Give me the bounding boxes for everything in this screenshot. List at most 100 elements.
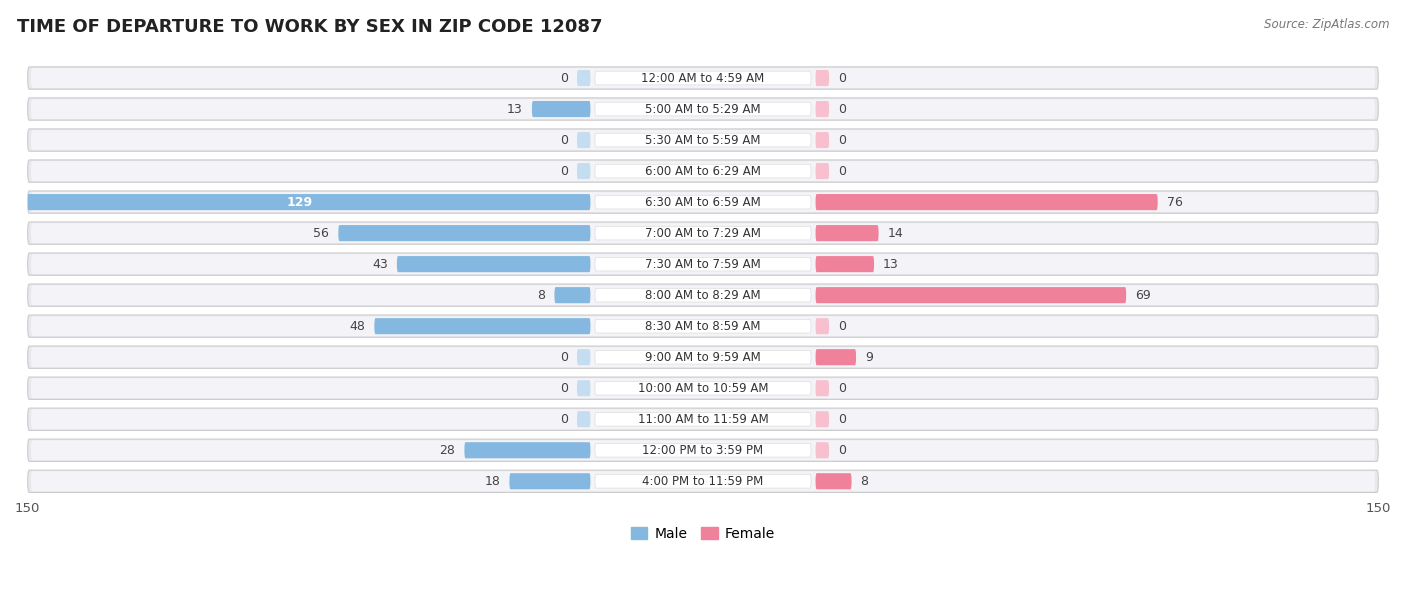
FancyBboxPatch shape xyxy=(815,318,830,334)
FancyBboxPatch shape xyxy=(595,165,811,178)
Text: 8: 8 xyxy=(860,475,869,488)
FancyBboxPatch shape xyxy=(31,316,1375,336)
FancyBboxPatch shape xyxy=(28,67,1378,89)
FancyBboxPatch shape xyxy=(28,160,1378,182)
Text: 8:30 AM to 8:59 AM: 8:30 AM to 8:59 AM xyxy=(645,320,761,333)
Text: 43: 43 xyxy=(373,258,388,271)
Text: 48: 48 xyxy=(350,320,366,333)
FancyBboxPatch shape xyxy=(28,470,1378,492)
FancyBboxPatch shape xyxy=(464,442,591,459)
Text: 76: 76 xyxy=(1167,195,1182,208)
FancyBboxPatch shape xyxy=(396,256,591,272)
FancyBboxPatch shape xyxy=(815,349,856,365)
Text: 9: 9 xyxy=(865,350,873,364)
Text: 0: 0 xyxy=(560,382,568,395)
Text: 18: 18 xyxy=(485,475,501,488)
FancyBboxPatch shape xyxy=(554,287,591,303)
Text: 0: 0 xyxy=(560,71,568,84)
FancyBboxPatch shape xyxy=(31,285,1375,305)
Text: 0: 0 xyxy=(838,71,846,84)
FancyBboxPatch shape xyxy=(374,318,591,334)
Legend: Male, Female: Male, Female xyxy=(626,521,780,546)
FancyBboxPatch shape xyxy=(28,98,1378,120)
FancyBboxPatch shape xyxy=(31,254,1375,274)
FancyBboxPatch shape xyxy=(815,163,830,179)
Text: 0: 0 xyxy=(838,444,846,457)
FancyBboxPatch shape xyxy=(595,412,811,426)
Text: Source: ZipAtlas.com: Source: ZipAtlas.com xyxy=(1264,18,1389,31)
FancyBboxPatch shape xyxy=(595,350,811,364)
FancyBboxPatch shape xyxy=(595,102,811,116)
Text: 0: 0 xyxy=(838,382,846,395)
FancyBboxPatch shape xyxy=(31,440,1375,460)
FancyBboxPatch shape xyxy=(31,161,1375,181)
FancyBboxPatch shape xyxy=(28,191,1378,213)
FancyBboxPatch shape xyxy=(815,194,1157,210)
FancyBboxPatch shape xyxy=(815,380,830,396)
Text: 0: 0 xyxy=(838,165,846,178)
FancyBboxPatch shape xyxy=(509,473,591,489)
FancyBboxPatch shape xyxy=(595,381,811,395)
FancyBboxPatch shape xyxy=(815,70,830,86)
FancyBboxPatch shape xyxy=(31,347,1375,367)
FancyBboxPatch shape xyxy=(531,101,591,117)
Text: 13: 13 xyxy=(883,258,898,271)
Text: 5:00 AM to 5:29 AM: 5:00 AM to 5:29 AM xyxy=(645,103,761,116)
FancyBboxPatch shape xyxy=(31,99,1375,119)
FancyBboxPatch shape xyxy=(815,256,875,272)
Text: 0: 0 xyxy=(560,165,568,178)
Text: 7:30 AM to 7:59 AM: 7:30 AM to 7:59 AM xyxy=(645,258,761,271)
FancyBboxPatch shape xyxy=(31,409,1375,429)
Text: 5:30 AM to 5:59 AM: 5:30 AM to 5:59 AM xyxy=(645,134,761,147)
FancyBboxPatch shape xyxy=(31,68,1375,88)
FancyBboxPatch shape xyxy=(576,349,591,365)
FancyBboxPatch shape xyxy=(595,320,811,333)
Text: 0: 0 xyxy=(838,103,846,116)
FancyBboxPatch shape xyxy=(815,225,879,241)
FancyBboxPatch shape xyxy=(595,288,811,302)
Text: 12:00 AM to 4:59 AM: 12:00 AM to 4:59 AM xyxy=(641,71,765,84)
FancyBboxPatch shape xyxy=(815,473,852,489)
FancyBboxPatch shape xyxy=(31,130,1375,150)
FancyBboxPatch shape xyxy=(595,475,811,488)
FancyBboxPatch shape xyxy=(595,133,811,147)
FancyBboxPatch shape xyxy=(815,442,830,459)
FancyBboxPatch shape xyxy=(576,163,591,179)
Text: 0: 0 xyxy=(838,134,846,147)
FancyBboxPatch shape xyxy=(31,192,1375,212)
Text: 0: 0 xyxy=(560,350,568,364)
Text: 69: 69 xyxy=(1135,289,1152,302)
FancyBboxPatch shape xyxy=(595,257,811,271)
FancyBboxPatch shape xyxy=(28,346,1378,368)
FancyBboxPatch shape xyxy=(576,132,591,148)
FancyBboxPatch shape xyxy=(31,223,1375,243)
FancyBboxPatch shape xyxy=(10,194,591,210)
FancyBboxPatch shape xyxy=(28,408,1378,431)
FancyBboxPatch shape xyxy=(815,287,1126,303)
FancyBboxPatch shape xyxy=(576,70,591,86)
Text: 10:00 AM to 10:59 AM: 10:00 AM to 10:59 AM xyxy=(638,382,768,395)
Text: 0: 0 xyxy=(838,320,846,333)
FancyBboxPatch shape xyxy=(595,226,811,240)
FancyBboxPatch shape xyxy=(595,444,811,457)
FancyBboxPatch shape xyxy=(28,253,1378,275)
Text: 8:00 AM to 8:29 AM: 8:00 AM to 8:29 AM xyxy=(645,289,761,302)
Text: 28: 28 xyxy=(440,444,456,457)
FancyBboxPatch shape xyxy=(815,411,830,427)
FancyBboxPatch shape xyxy=(28,284,1378,307)
FancyBboxPatch shape xyxy=(595,195,811,209)
Text: 4:00 PM to 11:59 PM: 4:00 PM to 11:59 PM xyxy=(643,475,763,488)
Text: 56: 56 xyxy=(314,227,329,239)
Text: 0: 0 xyxy=(560,413,568,426)
Text: 13: 13 xyxy=(508,103,523,116)
Text: 14: 14 xyxy=(887,227,903,239)
Text: 6:00 AM to 6:29 AM: 6:00 AM to 6:29 AM xyxy=(645,165,761,178)
Text: TIME OF DEPARTURE TO WORK BY SEX IN ZIP CODE 12087: TIME OF DEPARTURE TO WORK BY SEX IN ZIP … xyxy=(17,18,602,36)
FancyBboxPatch shape xyxy=(815,132,830,148)
FancyBboxPatch shape xyxy=(28,439,1378,462)
Text: 0: 0 xyxy=(838,413,846,426)
Text: 7:00 AM to 7:29 AM: 7:00 AM to 7:29 AM xyxy=(645,227,761,239)
FancyBboxPatch shape xyxy=(28,129,1378,151)
Text: 129: 129 xyxy=(287,195,314,208)
FancyBboxPatch shape xyxy=(28,315,1378,337)
